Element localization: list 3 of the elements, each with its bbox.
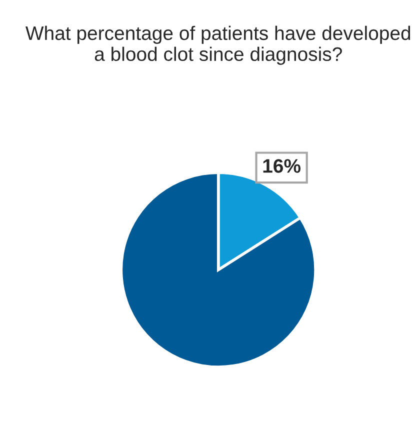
chart-title: What percentage of patients have developed a blood clot since diagnosis?: [26, 26, 410, 65]
data-label: 16%: [263, 159, 301, 173]
pie-slice: [120, 171, 317, 368]
